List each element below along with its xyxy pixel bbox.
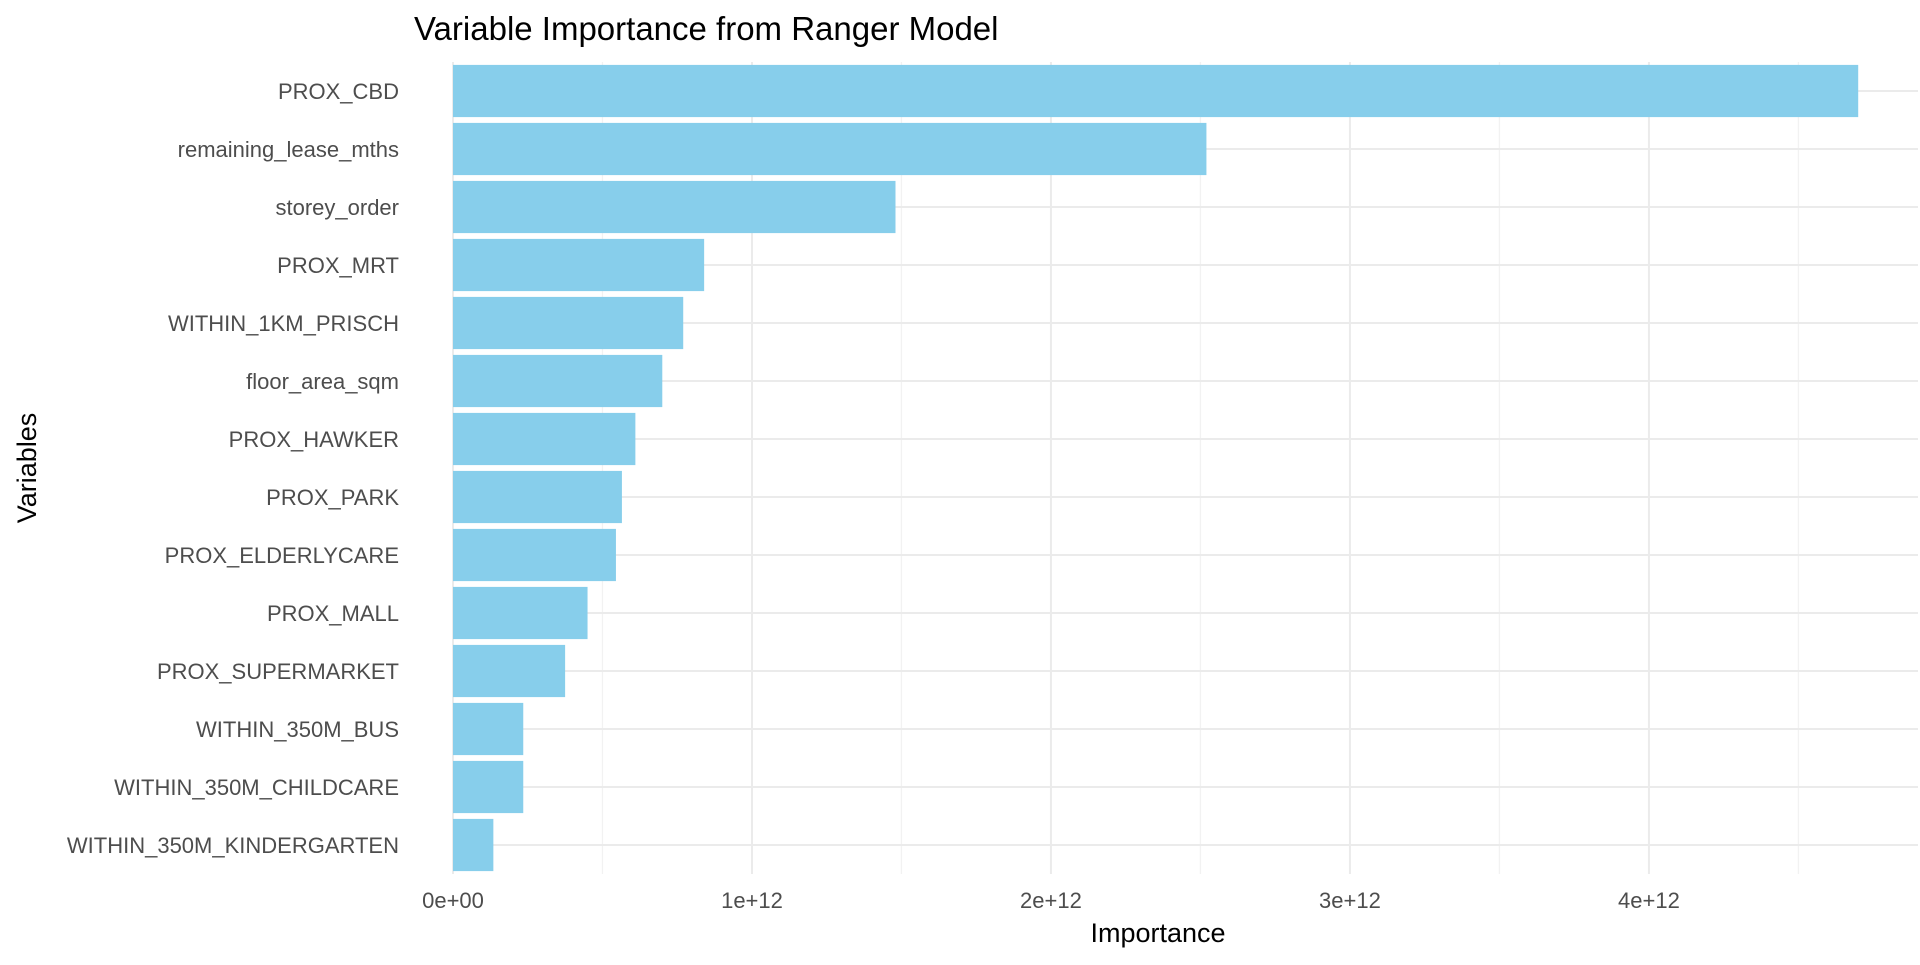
- x-tick-label: 1e+12: [721, 888, 783, 913]
- y-tick-label: remaining_lease_mths: [178, 137, 399, 162]
- x-tick-label: 4e+12: [1618, 888, 1680, 913]
- x-tick-label: 2e+12: [1020, 888, 1082, 913]
- x-tick-label: 0e+00: [422, 888, 484, 913]
- y-tick-label: WITHIN_350M_KINDERGARTEN: [67, 833, 399, 858]
- y-axis-title: Variables: [12, 413, 42, 524]
- y-tick-label: floor_area_sqm: [246, 369, 399, 394]
- bar-floor-area-sqm: [453, 354, 663, 408]
- bar-storey-order: [453, 180, 896, 234]
- y-tick-label: WITHIN_350M_CHILDCARE: [114, 775, 399, 800]
- y-tick-label: storey_order: [275, 195, 399, 220]
- bar-prox-mrt: [453, 238, 705, 292]
- bar-prox-elderlycare: [453, 528, 616, 582]
- bar-prox-hawker: [453, 412, 636, 466]
- y-tick-label: WITHIN_350M_BUS: [196, 717, 399, 742]
- x-axis-title: Importance: [1090, 918, 1225, 948]
- bar-within-1km-prisch: [453, 296, 684, 350]
- bar-within-350m-kindergarten: [453, 818, 494, 872]
- bar-prox-supermarket: [453, 644, 566, 698]
- bar-within-350m-childcare: [453, 760, 524, 814]
- y-tick-label: PROX_MALL: [267, 601, 399, 626]
- x-tick-label: 3e+12: [1319, 888, 1381, 913]
- bar-remaining-lease-mths: [453, 122, 1207, 176]
- tick-labels: PROX_CBD remaining_lease_mths storey_order…: [67, 79, 1680, 913]
- y-tick-label: PROX_MRT: [277, 253, 399, 278]
- bar-prox-cbd: [453, 64, 1859, 118]
- bars: [453, 64, 1859, 872]
- chart-title: Variable Importance from Ranger Model: [414, 10, 999, 47]
- y-tick-label: PROX_ELDERLYCARE: [165, 543, 399, 568]
- bar-prox-park: [453, 470, 622, 524]
- y-tick-label: PROX_PARK: [266, 485, 399, 510]
- y-tick-label: PROX_CBD: [278, 79, 399, 104]
- bar-prox-mall: [453, 586, 588, 640]
- y-tick-label: PROX_SUPERMARKET: [157, 659, 399, 684]
- y-tick-label: WITHIN_1KM_PRISCH: [168, 311, 399, 336]
- bar-within-350m-bus: [453, 702, 524, 756]
- y-tick-label: PROX_HAWKER: [229, 427, 399, 452]
